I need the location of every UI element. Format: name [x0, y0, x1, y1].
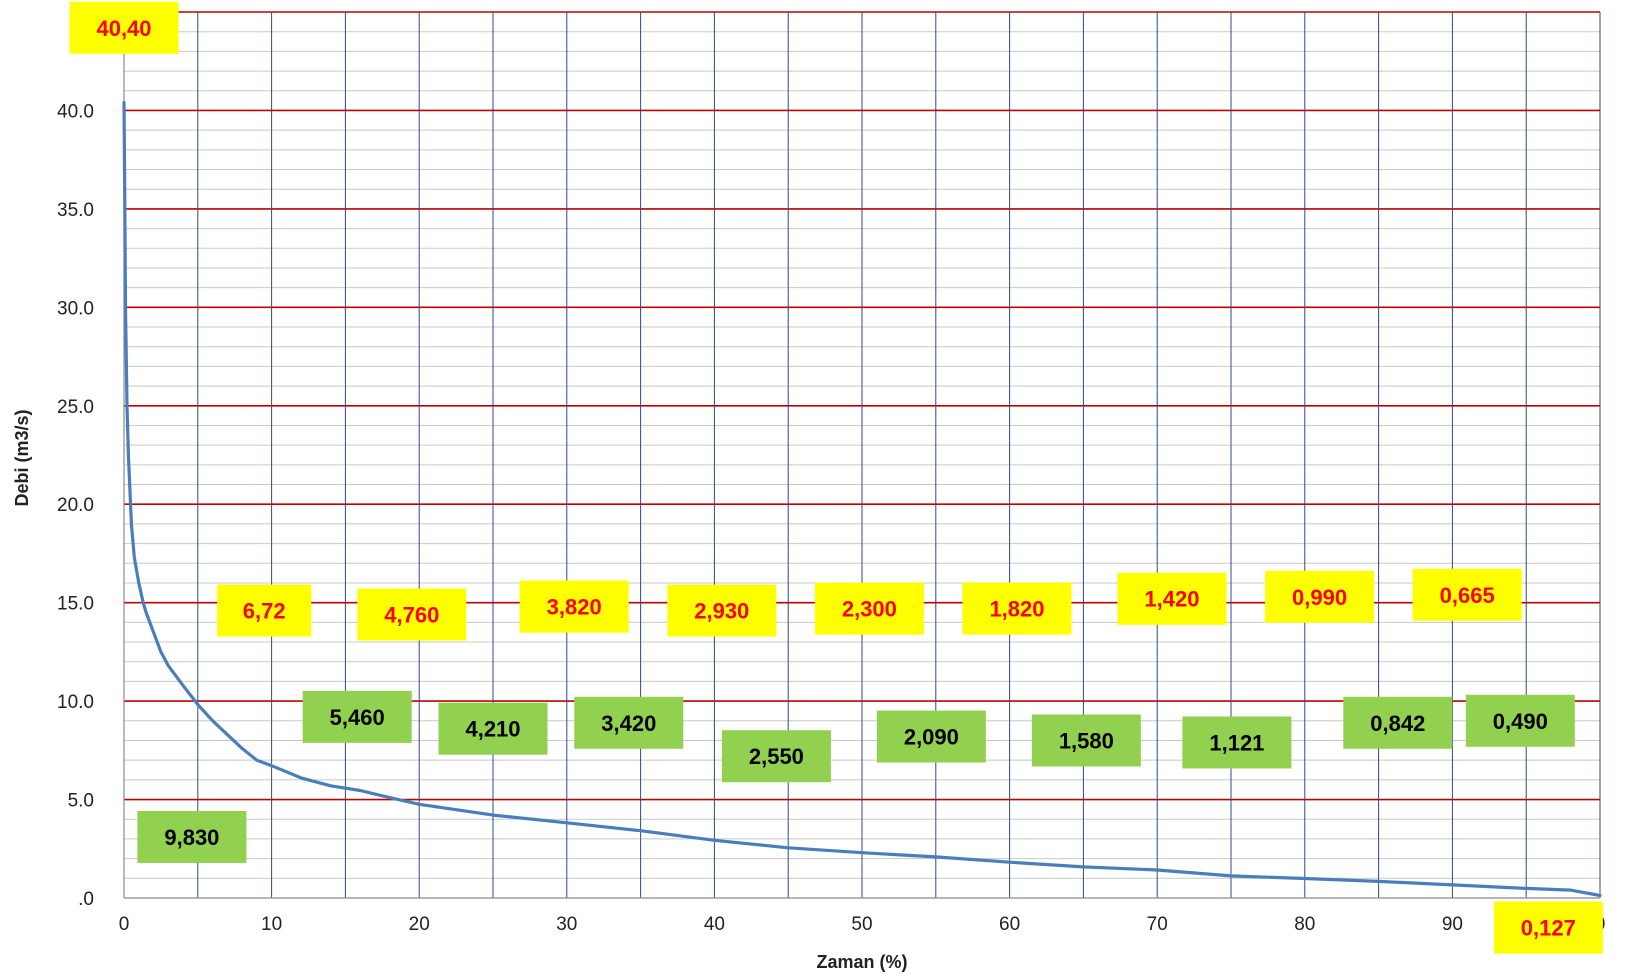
green-callout: 1,121: [1182, 716, 1292, 769]
callout-label: 2,930: [694, 599, 749, 624]
x-tick-label: 60: [999, 914, 1020, 935]
callout-label: 4,210: [465, 717, 520, 742]
yellow-callout: 1,420: [1117, 572, 1227, 625]
callout-box: [721, 730, 831, 783]
y-tick-label: 10.0: [57, 692, 94, 713]
x-axis-title: Zaman (%): [816, 952, 907, 972]
callout-label: 2,550: [749, 744, 804, 769]
callout-box: [1265, 570, 1375, 623]
green-callout: 1,580: [1031, 714, 1141, 767]
callout-box: [1465, 694, 1575, 747]
x-tick-label: 10: [261, 914, 282, 935]
tick-labels: 01020304050607080900.05.010.015.020.025.…: [57, 101, 1605, 935]
green-callout: 0,490: [1465, 694, 1575, 747]
yellow-callout: 0,665: [1412, 568, 1522, 621]
green-callout: 3,420: [574, 696, 684, 749]
yellow-callout: 6,72: [217, 584, 312, 637]
callout-box: [1493, 901, 1603, 954]
callout-label: 2,090: [904, 725, 959, 750]
yellow-callout: 4,760: [357, 588, 467, 641]
callout-label: 1,580: [1059, 728, 1114, 753]
x-tick-label: 80: [1294, 914, 1315, 935]
callout-label: 1,820: [989, 597, 1044, 622]
yellow-callout: 3,820: [519, 580, 629, 633]
green-callout: 4,210: [438, 702, 548, 755]
callout-box: [962, 582, 1072, 635]
callout-label: 0,127: [1521, 916, 1576, 941]
callout-label: 6,72: [243, 599, 286, 624]
yellow-callout: 0,990: [1265, 570, 1375, 623]
x-tick-label: 0: [119, 914, 130, 935]
y-tick-label: 20.0: [57, 495, 94, 516]
x-tick-label: 20: [409, 914, 430, 935]
callout-box: [1117, 572, 1227, 625]
callout-box: [1182, 716, 1292, 769]
callout-box: [814, 582, 924, 635]
callout-label: 2,300: [842, 597, 897, 622]
callout-box: [137, 810, 247, 863]
callout-label: 4,760: [384, 602, 439, 627]
callout-label: 9,830: [164, 825, 219, 850]
y-tick-label: 25.0: [57, 397, 94, 418]
callout-label: 0,990: [1292, 585, 1347, 610]
callout-label: 0,842: [1370, 711, 1425, 736]
callout-box: [302, 690, 412, 743]
callout-box: [1343, 696, 1453, 749]
callout-label: 3,820: [547, 595, 602, 620]
callout-label: 1,121: [1209, 730, 1264, 755]
x-tick-label: 40: [704, 914, 725, 935]
callout-box: [876, 710, 986, 763]
annotation-callouts: 40,40 6,72 4,760 3,820 2,930 2,300 1,820 1,420 0…: [69, 1, 1603, 954]
series-layer: [122, 100, 1602, 898]
green-callout: 0,842: [1343, 696, 1453, 749]
callout-box: [357, 588, 467, 641]
yellow-callout: 2,930: [667, 584, 777, 637]
callout-box: [574, 696, 684, 749]
callout-label: 0,665: [1440, 583, 1495, 608]
callout-box: [1412, 568, 1522, 621]
series-line: [122, 100, 1602, 898]
x-tick-label: 50: [851, 914, 872, 935]
callout-label: 3,420: [601, 711, 656, 736]
y-tick-label: 30.0: [57, 298, 94, 319]
callout-label: 5,460: [330, 705, 385, 730]
y-tick-label: 35.0: [57, 200, 94, 221]
green-callout: 2,090: [876, 710, 986, 763]
green-callout: 2,550: [721, 730, 831, 783]
x-tick-label: 70: [1147, 914, 1168, 935]
callout-box: [438, 702, 548, 755]
x-tick-label: 90: [1442, 914, 1463, 935]
callout-box: [667, 584, 777, 637]
yellow-callout: 2,300: [814, 582, 924, 635]
callout-label: 1,420: [1144, 587, 1199, 612]
yellow-callout: 40,40: [69, 1, 179, 54]
y-tick-label: .0: [78, 889, 94, 910]
x-tick-label: 30: [556, 914, 577, 935]
y-tick-label: 15.0: [57, 594, 94, 615]
callout-label: 40,40: [96, 16, 151, 41]
callout-box: [69, 1, 179, 54]
vertical-gridlines: [197, 12, 1601, 898]
callout-box: [519, 580, 629, 633]
green-callout: 9,830: [137, 810, 247, 863]
callout-label: 0,490: [1493, 709, 1548, 734]
y-tick-label: 40.0: [57, 101, 94, 122]
callout-box: [217, 584, 312, 637]
yellow-callout: 0,127: [1493, 901, 1603, 954]
yellow-callout: 1,820: [962, 582, 1072, 635]
green-callout: 5,460: [302, 690, 412, 743]
callout-box: [1031, 714, 1141, 767]
y-tick-label: 5.0: [68, 791, 94, 812]
y-axis-title: Debi (m3/s): [12, 409, 32, 506]
